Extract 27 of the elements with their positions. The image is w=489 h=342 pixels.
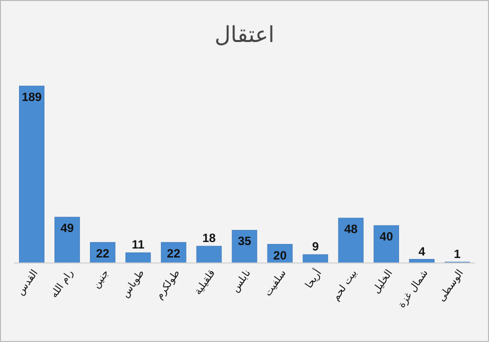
x-tick-label: أريحا — [302, 266, 324, 291]
data-label: 35 — [238, 234, 252, 248]
data-label: 1 — [454, 247, 461, 262]
x-tick-label: الوسطى — [436, 268, 466, 304]
x-tick-label: القدس — [15, 268, 40, 298]
data-label: 11 — [132, 238, 145, 252]
chart-title: اعتقال — [214, 23, 274, 48]
x-tick-label: سلفيت — [262, 268, 289, 299]
x-tick-label: قلقيلية — [192, 268, 218, 298]
data-label: 189 — [22, 90, 42, 104]
data-label: 20 — [273, 248, 287, 262]
data-label: 4 — [418, 244, 426, 258]
x-tick-label: رام الله — [48, 268, 76, 300]
x-tick-label: شمال غزة — [396, 268, 431, 310]
data-label: 9 — [312, 240, 320, 254]
x-tick-label: الخليل — [371, 268, 396, 296]
data-label: 22 — [96, 246, 110, 260]
x-tick-label: طولكرم — [154, 268, 182, 302]
data-label: 40 — [380, 230, 394, 244]
data-label: 48 — [344, 222, 358, 236]
x-tick-label: جنين — [90, 268, 112, 291]
x-tick-label: طوباس — [120, 268, 147, 300]
data-label: 49 — [60, 221, 74, 236]
x-tick-label: بيت لحم — [330, 268, 360, 303]
x-tick-label: نابلس — [230, 268, 254, 295]
data-label: 18 — [202, 231, 216, 246]
data-label: 22 — [166, 246, 181, 260]
